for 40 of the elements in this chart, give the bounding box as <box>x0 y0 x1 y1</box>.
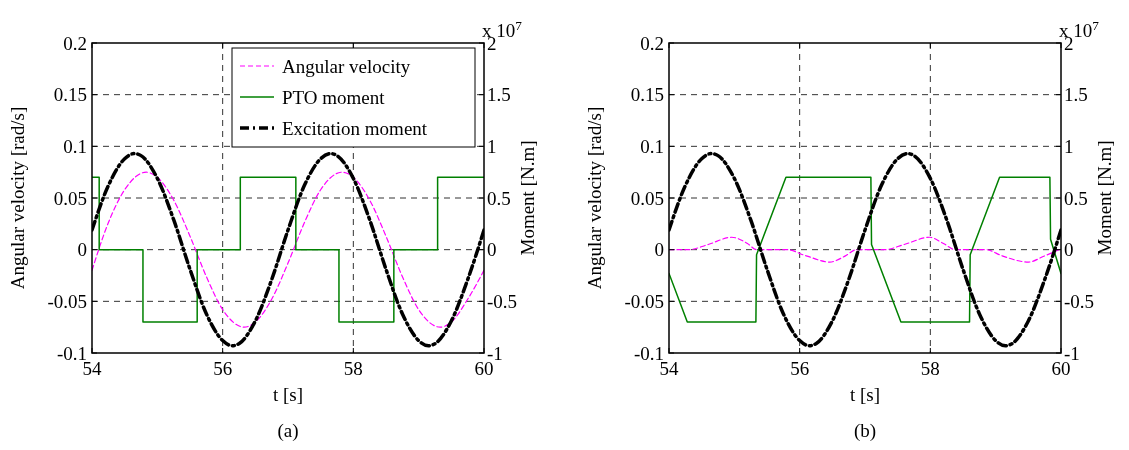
y-axis-title: Angular velocity [rad/s] <box>584 106 605 290</box>
x-tick-label: 56 <box>213 358 233 379</box>
y-tick-label: 0.05 <box>630 187 664 209</box>
y2-tick-label: 0 <box>1064 239 1074 261</box>
legend-label: PTO moment <box>282 86 386 108</box>
y-tick-label: 0 <box>77 239 87 261</box>
y-tick-label: 0.1 <box>640 135 664 157</box>
y2-tick-label: 1 <box>1064 135 1074 157</box>
y2-tick-label: 1.5 <box>487 84 511 106</box>
y-tick-label: -0.05 <box>47 290 87 312</box>
x-tick-label: 58 <box>343 358 363 379</box>
y2-tick-label: 1.5 <box>1064 84 1088 106</box>
y-tick-label: 0.15 <box>630 84 664 106</box>
y-tick-label: 0.1 <box>63 135 87 157</box>
y-tick-label: 0.2 <box>640 32 664 54</box>
y-axis-title: Angular velocity [rad/s] <box>7 106 28 290</box>
y-tick-label: 0.2 <box>63 32 87 54</box>
y2-tick-label: 0.5 <box>1064 187 1088 209</box>
y2-tick-label: 0.5 <box>487 187 511 209</box>
x-tick-label: 56 <box>790 358 810 379</box>
y2-axis-title: Moment [N.m] <box>517 140 538 256</box>
text: (a) <box>277 420 299 442</box>
x-tick-label: 60 <box>474 358 494 379</box>
y-tick-label: 0.05 <box>53 187 87 209</box>
y-tick-label: -0.05 <box>624 290 664 312</box>
legend-label: Angular velocity <box>282 55 411 77</box>
y2-tick-label: 1 <box>487 135 497 157</box>
x-tick-label: 58 <box>920 358 940 379</box>
x-tick-label: 60 <box>1051 358 1071 379</box>
y2-axis-title: Moment [N.m] <box>1094 140 1115 256</box>
x-axis-title: t [s] <box>272 384 304 405</box>
text: (b) <box>853 420 877 442</box>
y2-tick-label: -0.5 <box>487 290 518 312</box>
y2-tick-label: 0 <box>487 239 497 261</box>
x-axis-title: t [s] <box>849 384 881 405</box>
y2-tick-label: -0.5 <box>1064 290 1095 312</box>
line-series <box>669 176 1061 323</box>
legend-label: Excitation moment <box>282 117 428 139</box>
y-tick-label: 0.15 <box>53 84 87 106</box>
y-tick-label: 0 <box>654 239 664 261</box>
